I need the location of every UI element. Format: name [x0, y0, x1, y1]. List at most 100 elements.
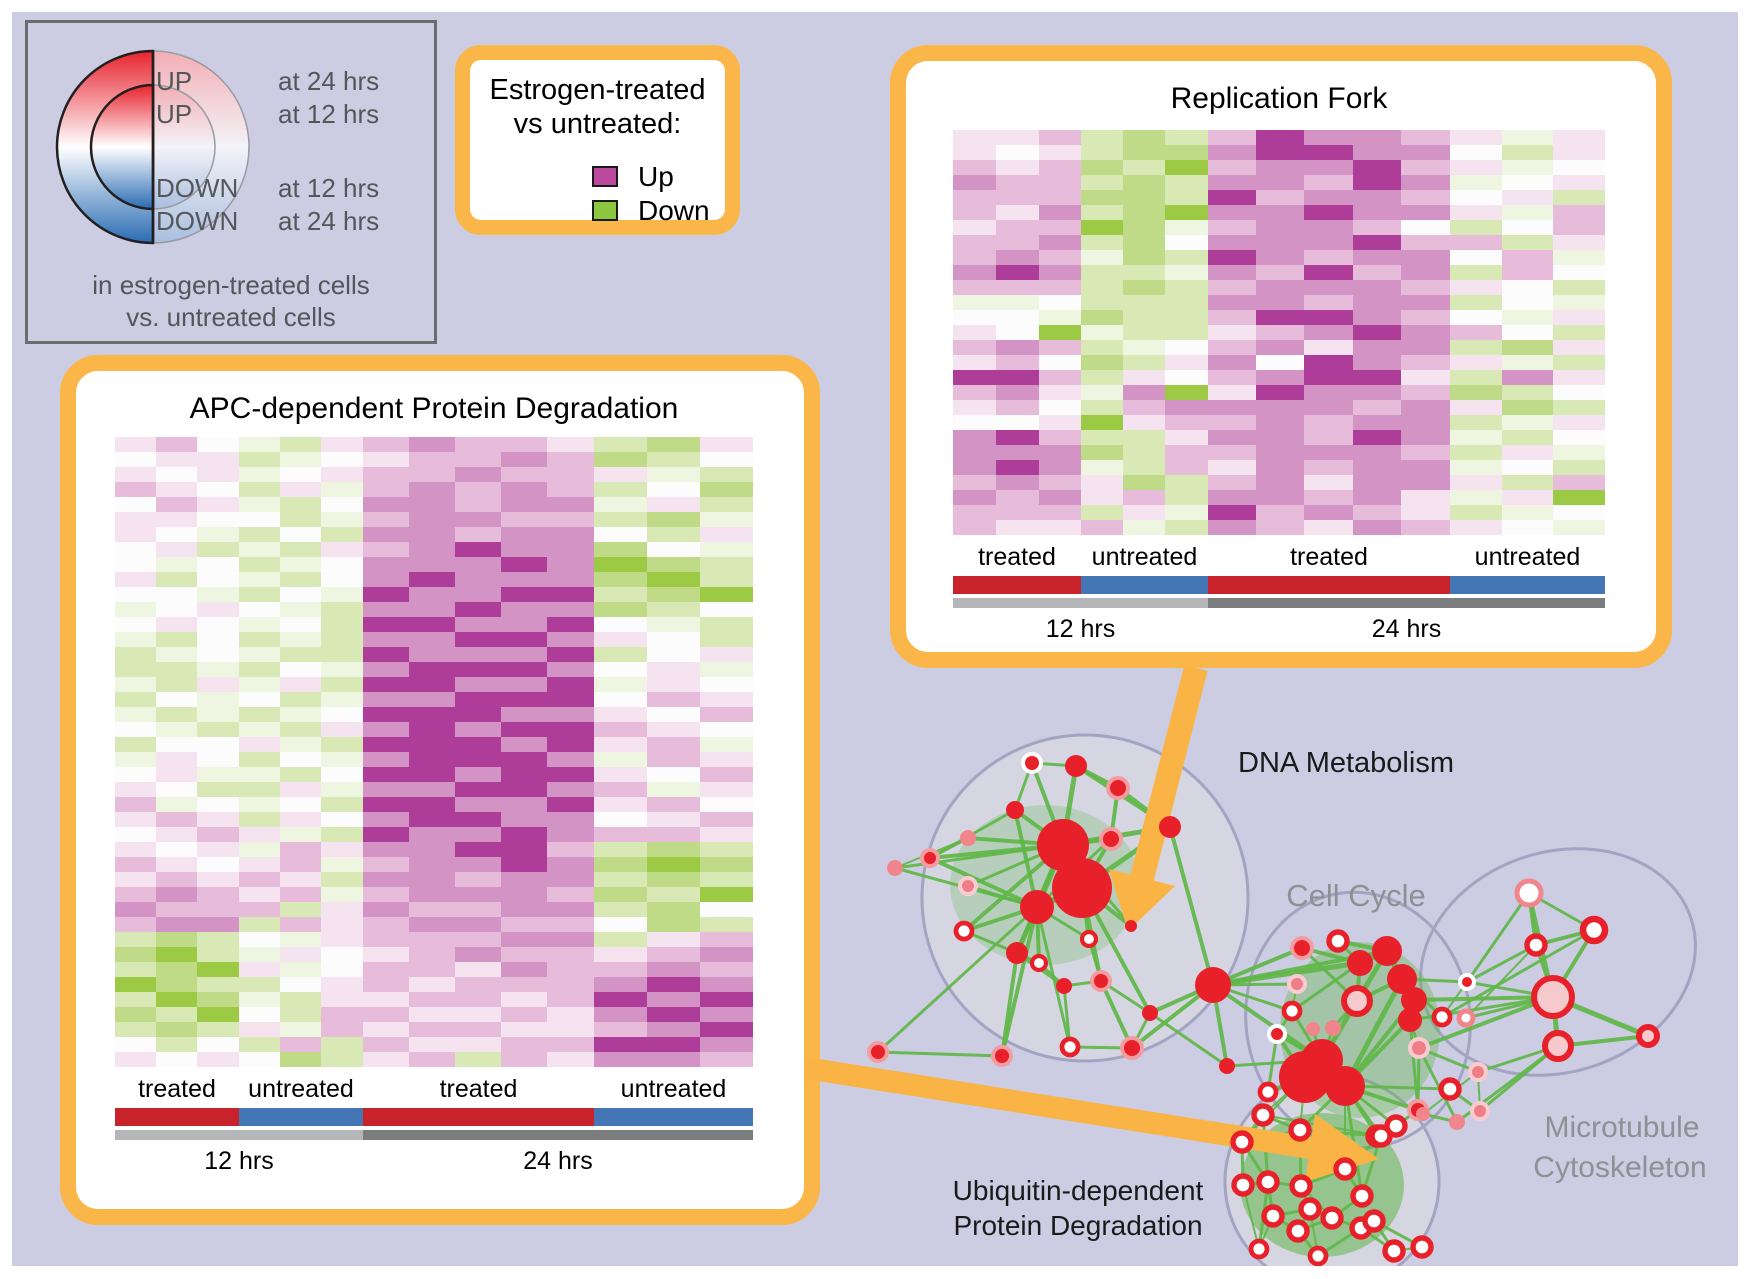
heatmap-row	[115, 962, 753, 977]
heatmap-cell	[501, 572, 547, 587]
heatmap-cell	[409, 542, 455, 557]
heatmap-cell	[197, 812, 239, 827]
heatmap-cell	[363, 437, 409, 452]
heatmap-cell	[1353, 490, 1401, 505]
heatmap-cell	[115, 722, 156, 737]
heatmap-cell	[953, 175, 996, 190]
heatmap-cell	[409, 767, 455, 782]
heatmap-cell	[1401, 130, 1450, 145]
heatmap-cell	[1553, 265, 1605, 280]
heatmap-cell	[1039, 505, 1081, 520]
heatmap-cell	[156, 677, 197, 692]
heatmap-cell	[1081, 145, 1123, 160]
heatmap-cell	[594, 737, 647, 752]
heatmap-cell	[647, 602, 700, 617]
key-down-inner-label: DOWN	[156, 173, 239, 203]
heatmap-cell	[953, 400, 996, 415]
heatmap-cell	[115, 737, 156, 752]
heatmap-cell	[1123, 190, 1165, 205]
heatmap-cell	[700, 1037, 753, 1052]
heatmap-row	[115, 722, 753, 737]
heatmap-cell	[1081, 175, 1123, 190]
heatmap-cell	[280, 992, 321, 1007]
heatmap-cell	[455, 917, 501, 932]
heatmap-cell	[594, 797, 647, 812]
heatmap-cell	[197, 587, 239, 602]
heatmap-cell	[1256, 205, 1304, 220]
heatmap-cell	[996, 310, 1039, 325]
heatmap-cell	[280, 962, 321, 977]
heatmap-cell	[1450, 265, 1502, 280]
heatmap-cell	[1165, 520, 1208, 535]
heatmap-cell	[156, 797, 197, 812]
heatmap-cell	[1502, 250, 1553, 265]
heatmap-cell	[1208, 325, 1256, 340]
heatmap-cell	[1401, 385, 1450, 400]
heatmap-cell	[501, 602, 547, 617]
heatmap-cell	[700, 857, 753, 872]
ring-inner-right-faded	[152, 84, 216, 210]
heatmap-cell	[1256, 415, 1304, 430]
heatmap-cell	[239, 662, 280, 677]
heatmap-cell	[1553, 190, 1605, 205]
heatmap-cell	[197, 797, 239, 812]
heatmap-cell	[501, 542, 547, 557]
heatmap-cell	[409, 737, 455, 752]
heatmap-cell	[1123, 340, 1165, 355]
heatmap-cell	[1123, 220, 1165, 235]
heatmap-cell	[1208, 265, 1256, 280]
heatmap-cell	[647, 572, 700, 587]
heatmap-cell	[239, 1037, 280, 1052]
heatmap-cell	[409, 992, 455, 1007]
heatmap-cell	[197, 1052, 239, 1067]
heatmap-cell	[1502, 130, 1553, 145]
heatmap-cell	[1304, 505, 1353, 520]
heatmap-cell	[1081, 475, 1123, 490]
group-label: treated	[138, 1075, 216, 1103]
heatmap-cell	[455, 902, 501, 917]
heatmap-cell	[455, 1052, 501, 1067]
group-label: untreated	[248, 1075, 354, 1103]
heatmap-cell	[1304, 385, 1353, 400]
heatmap-cell	[156, 647, 197, 662]
heatmap-cell	[1256, 190, 1304, 205]
heatmap-cell	[501, 707, 547, 722]
heatmap-cell	[996, 430, 1039, 445]
heatmap-cell	[953, 490, 996, 505]
heatmap-cell	[455, 782, 501, 797]
heatmap-cell	[156, 992, 197, 1007]
heatmap-cell	[363, 587, 409, 602]
heatmap-cell	[280, 707, 321, 722]
heatmap-cell	[1502, 370, 1553, 385]
heatmap-cell	[1401, 205, 1450, 220]
heatmap-cell	[1039, 145, 1081, 160]
heatmap-cell	[1353, 280, 1401, 295]
heatmap-cell	[547, 707, 594, 722]
heatmap-cell	[455, 872, 501, 887]
heatmap-cell	[197, 1037, 239, 1052]
apc-panel-title: APC-dependent Protein Degradation	[189, 392, 679, 425]
heatmap-cell	[363, 977, 409, 992]
heatmap-cell	[363, 962, 409, 977]
heatmap-cell	[197, 617, 239, 632]
heatmap-cell	[1401, 520, 1450, 535]
heatmap-cell	[547, 737, 594, 752]
heatmap-row	[953, 490, 1605, 505]
heatmap-cell	[409, 497, 455, 512]
heatmap-cell	[321, 827, 363, 842]
heatmap-cell	[115, 887, 156, 902]
heatmap-cell	[1081, 250, 1123, 265]
heatmap-cell	[1039, 355, 1081, 370]
heatmap-cell	[1208, 370, 1256, 385]
heatmap-cell	[409, 887, 455, 902]
heatmap-cell	[1256, 235, 1304, 250]
heatmap-cell	[953, 145, 996, 160]
heatmap-cell	[1123, 520, 1165, 535]
heatmap-cell	[700, 887, 753, 902]
heatmap-cell	[280, 1052, 321, 1067]
heatmap-cell	[321, 482, 363, 497]
heatmap-row	[115, 512, 753, 527]
heatmap-cell	[700, 827, 753, 842]
heatmap-cell	[321, 932, 363, 947]
heatmap-cell	[1081, 400, 1123, 415]
